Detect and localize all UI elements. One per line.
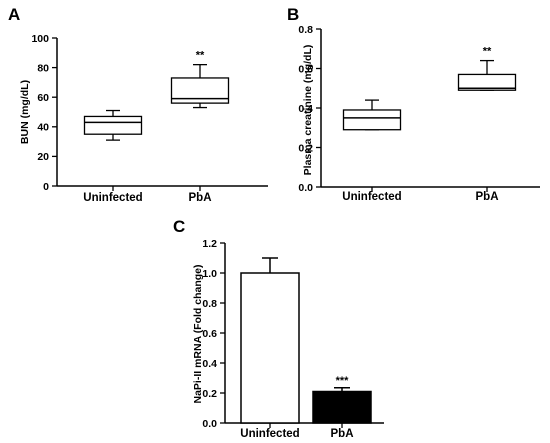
- panel-c-category-label: Uninfected: [240, 428, 299, 440]
- panel-b-significance-label: **: [483, 46, 492, 58]
- panel-a-letter: A: [8, 5, 20, 24]
- panel-c: C NaPi-II mRNA (Fold change) 0.0 0.2 0.4 0.…: [173, 217, 384, 440]
- panel-a-category-label: PbA: [189, 192, 212, 204]
- panel-b-y-tick-label: 0.6: [298, 63, 313, 75]
- panel-b-y-tick-label: 0.0: [298, 182, 313, 194]
- panel-c-y-tick-label: 1.2: [202, 238, 217, 250]
- panel-a-y-tick-label: 40: [37, 122, 49, 134]
- panel-b-letter: B: [287, 5, 299, 24]
- panel-b-box: [342, 109, 402, 131]
- panel-b-y-tick-label: 0.8: [298, 24, 313, 36]
- panel-c-y-axis-label: NaPi-II mRNA (Fold change): [192, 264, 204, 403]
- panel-b-y-tick-label: 0.2: [298, 142, 313, 154]
- panel-a-y-tick-label: 20: [37, 151, 49, 163]
- panel-a-significance-label: **: [196, 50, 205, 62]
- panel-b-category-label: PbA: [476, 191, 499, 203]
- panel-c-category-label: PbA: [331, 428, 354, 440]
- panel-b-y-axis-label: Plasma creatinine (mg/dL): [302, 45, 314, 176]
- panel-a-y-axis-label: BUN (mg/dL): [19, 80, 31, 144]
- panel-b-box: [457, 73, 517, 91]
- panel-a: A BUN (mg/dL) 0 20 40 60 80 100 Uninfected PbA *…: [8, 5, 268, 204]
- panel-b: B Plasma creatinine (mg/dL) 0.0 0.2 0.4 0.6…: [287, 5, 540, 203]
- panel-a-category-label: Uninfected: [83, 192, 142, 204]
- panel-c-y-tick-label: 0.4: [202, 358, 217, 370]
- panel-a-y-tick-label: 60: [37, 92, 49, 104]
- panel-c-y-tick-label: 0.6: [202, 328, 217, 340]
- panel-c-bar: [240, 272, 300, 424]
- panel-b-y-tick-label: 0.4: [298, 103, 313, 115]
- panel-a-y-tick-label: 100: [31, 33, 49, 45]
- panel-c-y-tick-label: 0.0: [202, 418, 217, 430]
- panel-c-y-tick-label: 0.2: [202, 388, 217, 400]
- panel-c-significance-label: ***: [336, 375, 350, 387]
- panel-c-bar: [312, 390, 372, 424]
- panel-b-category-label: Uninfected: [342, 191, 401, 203]
- panel-c-y-tick-label: 1.0: [202, 268, 217, 280]
- panel-a-y-tick-label: 80: [37, 62, 49, 74]
- panel-a-y-tick-label: 0: [43, 181, 49, 193]
- panel-a-box: [83, 115, 143, 135]
- panel-c-letter: C: [173, 217, 185, 236]
- panel-c-y-tick-label: 0.8: [202, 298, 217, 310]
